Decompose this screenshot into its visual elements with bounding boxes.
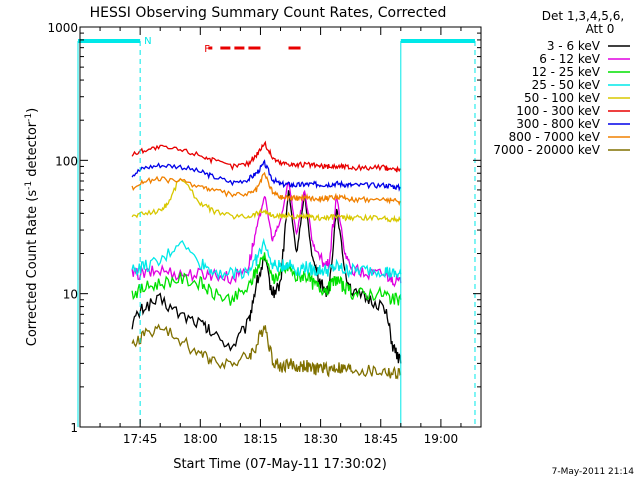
y-axis-label-superscript: -1	[24, 113, 34, 122]
legend-label: 50 - 100 keV	[524, 91, 601, 105]
x-tick-label: 19:00	[424, 432, 459, 446]
y-axis-label: Corrected Count Rate (s-1 detector-1)	[24, 108, 40, 346]
y-tick-label: 1000	[47, 21, 78, 35]
x-tick-label: 18:30	[303, 432, 338, 446]
legend-label: 7000 - 20000 keV	[493, 143, 600, 157]
axis-layer: 17:45 18:00 18:15 18:30 18:45 19:00 1 10 100 1000	[47, 21, 481, 446]
legend-label: 25 - 50 keV	[532, 78, 601, 92]
x-tick-label: 18:00	[183, 432, 218, 446]
y-axis-label-part: detector	[25, 121, 40, 181]
y-tick-label: 10	[63, 288, 78, 302]
footer-timestamp: 7-May-2011 21:14	[552, 467, 635, 477]
y-tick-label: 100	[55, 154, 78, 168]
y-axis-label-superscript: -1	[24, 181, 34, 190]
y-axis-label-part: )	[25, 108, 40, 113]
x-tick-label: 18:15	[243, 432, 278, 446]
saa-label: N	[144, 36, 151, 47]
series-line	[131, 159, 402, 192]
series-line	[131, 140, 402, 173]
series-layer	[131, 140, 402, 380]
legend-label: 800 - 7000 keV	[509, 130, 601, 144]
series-line	[131, 182, 402, 288]
x-tick-label: 17:45	[123, 432, 158, 446]
chart-title: HESSI Observing Summary Count Rates, Cor…	[90, 5, 447, 21]
legend-label: 100 - 300 keV	[516, 104, 600, 118]
x-tick-label: 18:45	[363, 432, 398, 446]
legend-label: 6 - 12 keV	[539, 52, 601, 66]
series-line	[131, 323, 402, 380]
legend-header-line-1: Det 1,3,4,5,6,	[542, 9, 624, 23]
flare-label: F	[204, 44, 210, 55]
series-line	[131, 190, 402, 364]
annotation-layer: NF	[77, 36, 476, 427]
legend-label: 12 - 25 keV	[532, 65, 601, 79]
series-line	[131, 237, 402, 281]
legend-label: 3 - 6 keV	[547, 39, 601, 53]
y-axis-label-part: Corrected Count Rate (s	[25, 190, 40, 347]
legend-header-line-2: Att 0	[586, 22, 615, 36]
series-line	[131, 177, 401, 223]
x-axis-label: Start Time (07-May-11 17:30:02)	[173, 457, 387, 472]
legend-label: 300 - 800 keV	[516, 117, 600, 131]
y-tick-label: 1	[70, 421, 78, 435]
series-line	[131, 171, 401, 207]
